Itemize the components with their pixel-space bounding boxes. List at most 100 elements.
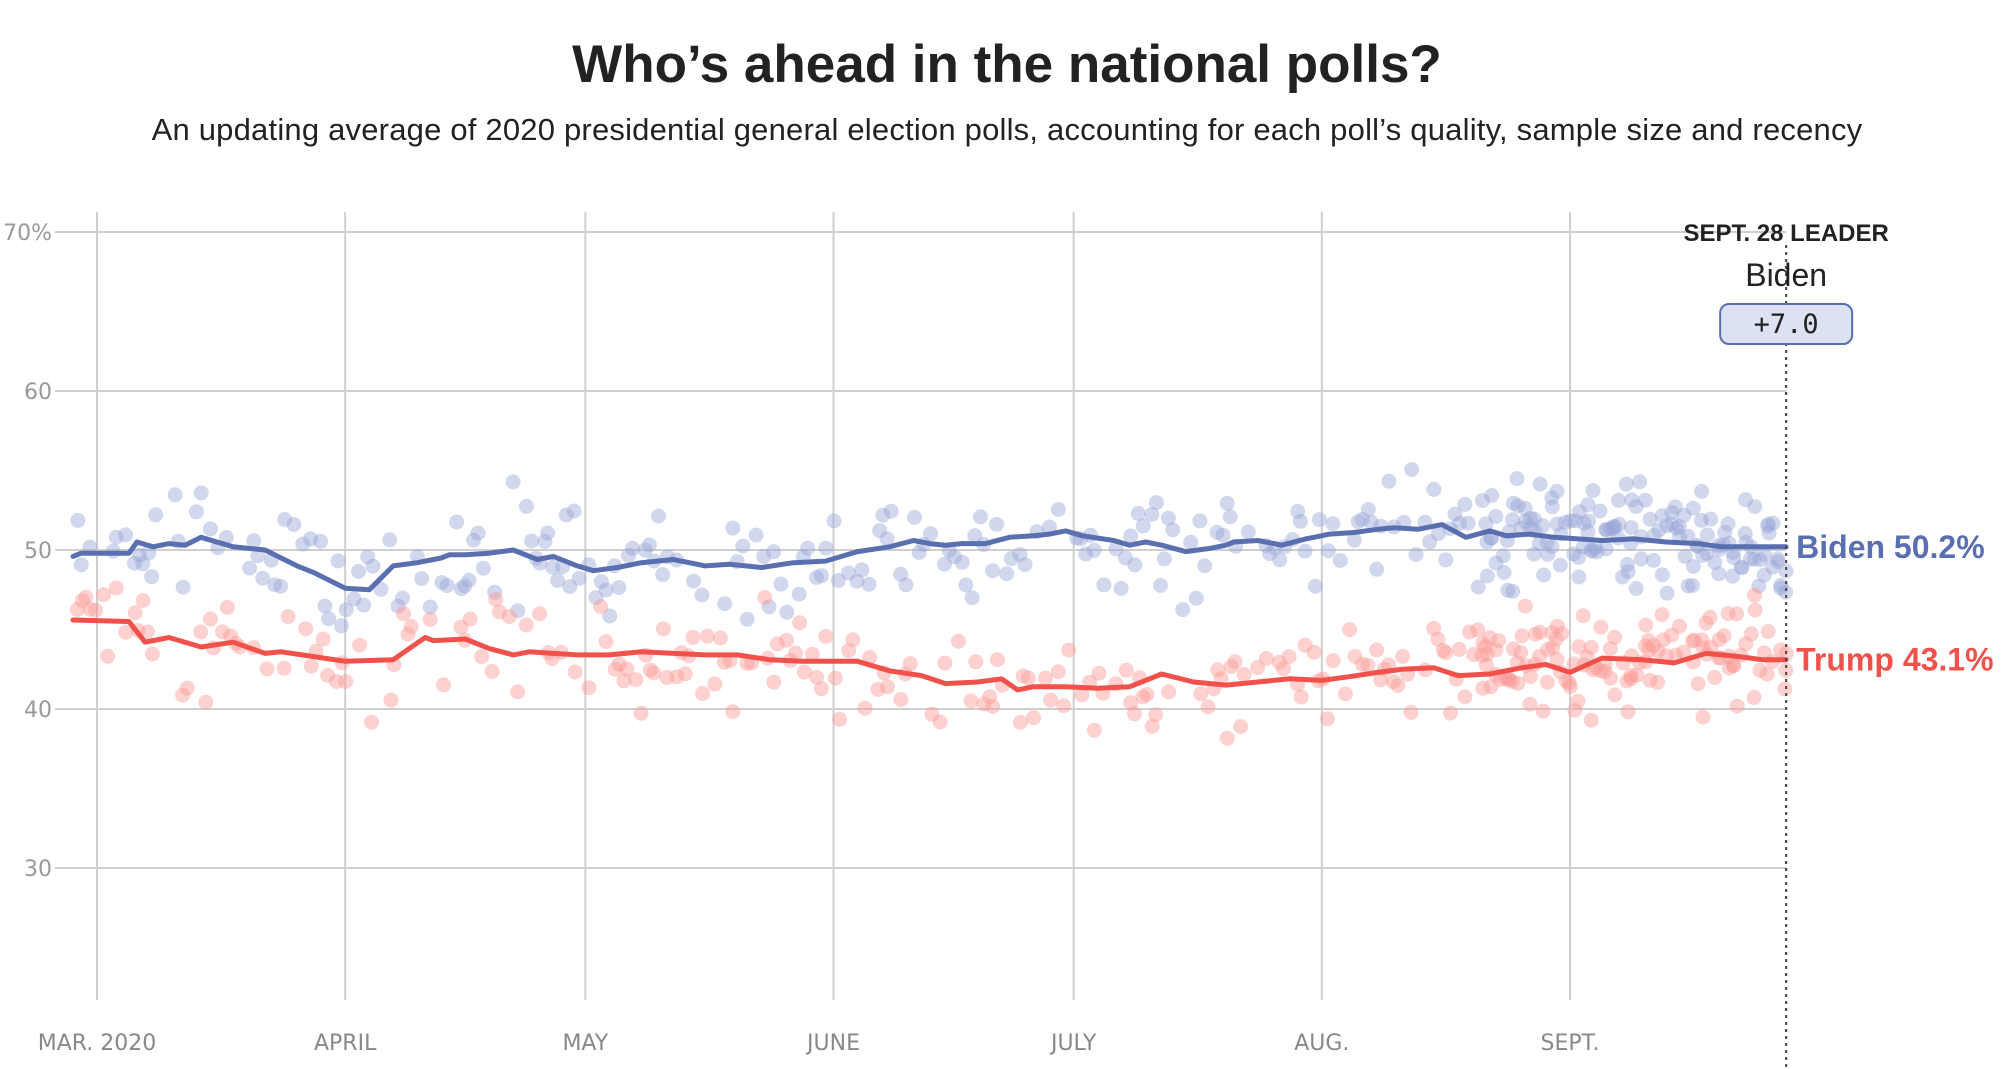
trump-poll-dot [1118, 662, 1134, 678]
biden-poll-dot [1623, 520, 1639, 536]
biden-poll-dot [1592, 503, 1608, 519]
trump-poll-dot [845, 632, 861, 648]
biden-poll-dot [1050, 502, 1066, 517]
biden-poll-dot [1598, 521, 1614, 537]
biden-poll-dot [1571, 550, 1586, 565]
biden-poll-dot [809, 570, 824, 585]
trump-poll-dot [937, 655, 953, 671]
trump-poll-dot [298, 621, 314, 637]
biden-poll-dot [907, 509, 922, 525]
trump-poll-dot [695, 686, 710, 701]
trump-poll-dot [1629, 667, 1645, 683]
biden-poll-dot [641, 537, 657, 553]
trump-poll-dot [1567, 702, 1583, 718]
biden-poll-dot [1726, 550, 1742, 566]
biden-poll-dot [1761, 525, 1777, 541]
biden-poll-dot [694, 587, 710, 603]
biden-poll-dot [1531, 536, 1547, 552]
biden-poll-dot [571, 571, 587, 586]
trump-poll-dot [1729, 698, 1745, 714]
trump-poll-dot [841, 643, 857, 659]
biden-poll-dot [1699, 545, 1715, 561]
trump-poll-dot [1558, 673, 1574, 689]
biden-poll-dot [1685, 500, 1701, 516]
biden-poll-dot [1773, 580, 1789, 596]
trump-poll-dot [1123, 695, 1139, 711]
biden-poll-dot [875, 507, 891, 523]
trump-poll-dot [179, 680, 195, 696]
biden-poll-dot [188, 504, 204, 520]
leader-annotation: SEPT. 28 LEADER Biden +7.0 [1683, 220, 1889, 1069]
biden-poll-dot [1717, 525, 1733, 540]
trump-poll-dot [1646, 638, 1662, 654]
biden-poll-dot [1290, 503, 1306, 519]
trump-poll-dot [677, 666, 693, 682]
trump-poll-dot [1729, 606, 1745, 622]
biden-poll-dot [1580, 497, 1596, 513]
biden-poll-dot [1240, 524, 1256, 540]
trump-poll-dot [1641, 642, 1657, 658]
biden-poll-dot [791, 586, 807, 602]
biden-poll-dot [1552, 557, 1568, 573]
trump-poll-dot [1438, 645, 1454, 661]
trump-poll-dot [436, 677, 451, 693]
biden-poll-dot [338, 602, 354, 618]
trump-poll-dot [1597, 664, 1613, 680]
trump-poll-dot [474, 649, 490, 665]
trump-poll-dot [611, 656, 627, 672]
trump-poll-dot [453, 619, 469, 635]
biden-poll-dot [70, 512, 86, 528]
biden-poll-dot [1694, 512, 1709, 528]
trump-poll-dot [1482, 630, 1498, 646]
biden-poll-dot [655, 567, 671, 583]
trump-poll-dot [193, 624, 209, 640]
biden-poll-dot [1734, 560, 1750, 576]
biden-poll-dot [1618, 476, 1634, 492]
trump-poll-dot [96, 587, 112, 603]
biden-poll-dot [1297, 543, 1313, 559]
trump-poll-dot [140, 624, 155, 640]
biden-poll-dot [1479, 568, 1495, 584]
biden-poll-dot [1747, 499, 1763, 515]
biden-poll-dot [1571, 504, 1587, 520]
biden-average-line[interactable] [70, 522, 1789, 593]
biden-poll-dot [167, 487, 183, 503]
trump-poll-dot [1501, 672, 1517, 688]
trump-poll-dot [1355, 656, 1370, 672]
trump-poll-dot [779, 632, 795, 648]
biden-poll-dot [132, 547, 147, 563]
trump-poll-dot [902, 656, 918, 672]
trump-poll-dot [259, 661, 275, 677]
trump-poll-dot [127, 605, 143, 621]
biden-poll-dot [766, 544, 782, 560]
trump-poll-dot [1435, 642, 1451, 658]
biden-poll-dot [1677, 548, 1693, 564]
biden-poll-dot [1325, 516, 1341, 532]
trump-poll-dot [1725, 657, 1741, 673]
biden-poll-dot [1720, 516, 1736, 532]
trump-poll-dot [383, 692, 399, 708]
trump-poll-dot [1554, 626, 1570, 642]
trump-poll-dot [1319, 711, 1335, 727]
biden-poll-dot [1664, 516, 1680, 532]
trump-poll-dot [219, 599, 235, 615]
biden-poll-dot [1222, 509, 1238, 525]
biden-poll-dot [1457, 496, 1473, 512]
biden-poll-dot [1517, 513, 1533, 529]
trump-poll-dot [607, 661, 623, 677]
trump-poll-dot [1514, 628, 1530, 644]
trump-poll-dot [518, 617, 534, 633]
biden-poll-dot [964, 590, 980, 606]
biden-poll-dot [1460, 515, 1476, 531]
biden-poll-dot [108, 529, 124, 545]
trump-average-line[interactable] [70, 617, 1789, 693]
biden-poll-dot [1685, 578, 1700, 593]
biden-poll-dot [1571, 569, 1587, 585]
trump-poll-dot [1086, 722, 1102, 738]
trump-poll-dot [1403, 704, 1419, 720]
y-tick-label: 30 [24, 857, 52, 882]
trump-poll-dot [1642, 672, 1658, 688]
biden-poll-dot [735, 538, 751, 554]
trump-poll-dot [1676, 644, 1692, 660]
